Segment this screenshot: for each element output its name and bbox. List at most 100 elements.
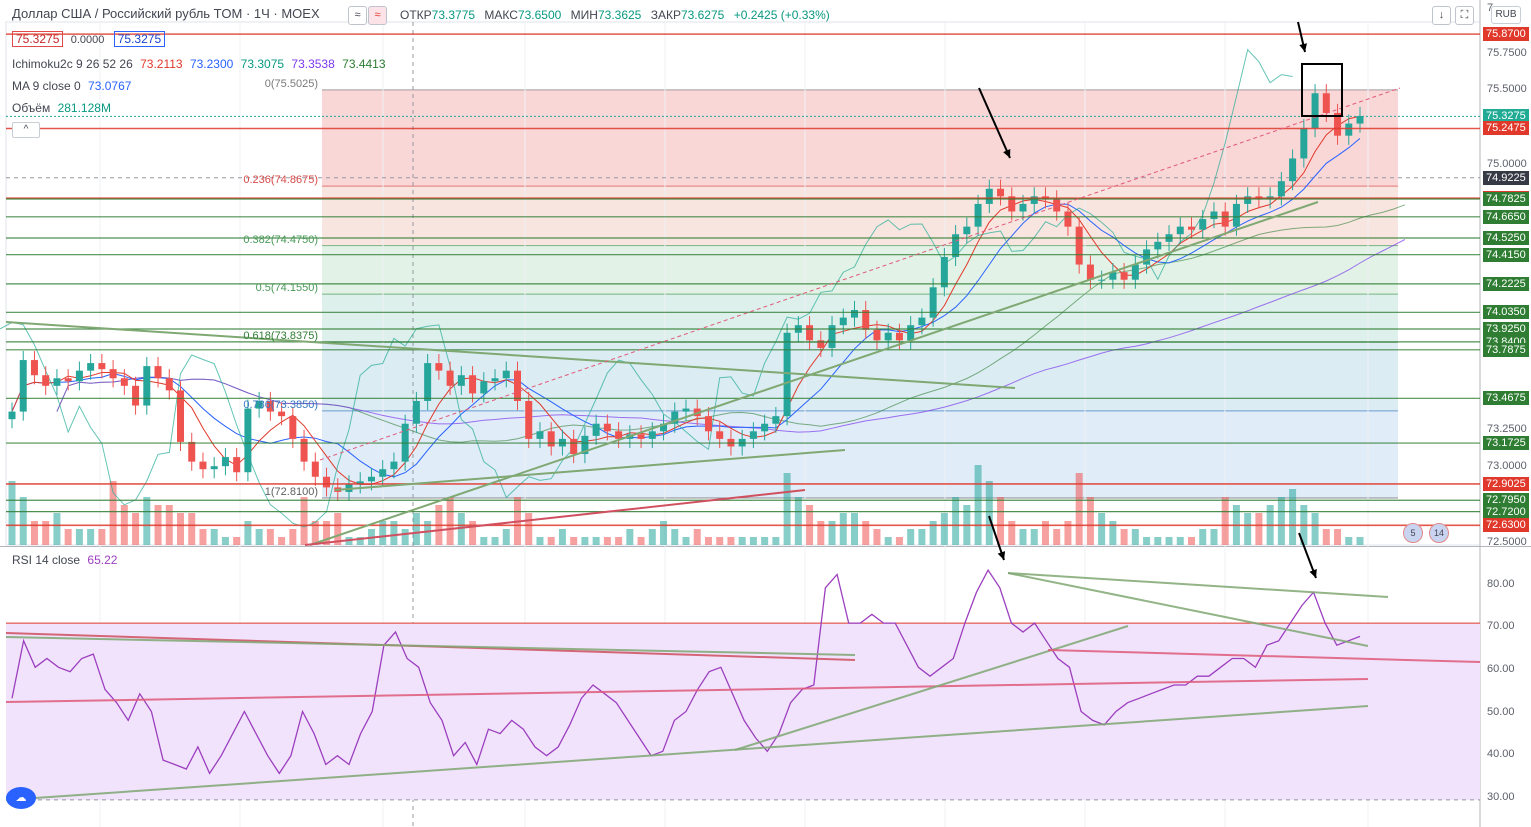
axis-tick-73250: 73.2500 xyxy=(1487,423,1527,435)
buy-button[interactable]: 75.3275 xyxy=(113,31,166,47)
compare-icon[interactable]: ≈ xyxy=(348,6,367,25)
candle-body xyxy=(997,188,1005,197)
candle-body xyxy=(907,325,915,341)
symbol-title[interactable]: Доллар США / Российский рубль TOM · 1Ч ·… xyxy=(12,6,320,21)
candle-body xyxy=(514,370,521,401)
download-icon[interactable]: ↓ xyxy=(1432,6,1451,25)
candle-body xyxy=(1176,226,1184,235)
candle-body xyxy=(469,375,477,394)
price-tag-14: 73.4675 xyxy=(1483,391,1529,405)
volume-bar xyxy=(671,529,679,545)
volume-bar xyxy=(424,521,432,545)
candle-body xyxy=(120,378,128,386)
price-tag-15: 73.1725 xyxy=(1483,436,1529,450)
candle-body xyxy=(929,287,937,318)
candle-body xyxy=(165,378,173,391)
trendline-2 xyxy=(334,449,846,491)
candle-body xyxy=(940,256,948,288)
volume-bar xyxy=(30,521,38,545)
volume-bar xyxy=(716,537,724,545)
price-tag-16: 72.9025 xyxy=(1483,477,1529,491)
rsi-name: RSI 14 close xyxy=(12,553,81,567)
ma-legend[interactable]: MA 9 close 0 73.0767 xyxy=(12,79,135,93)
fib-zone-2 xyxy=(322,245,1398,295)
volume-bar xyxy=(570,537,578,545)
rsi-tick-70: 70.00 xyxy=(1487,620,1515,632)
fullscreen-icon[interactable]: ⛶ xyxy=(1455,6,1474,25)
ichimoku-value-2: 73.2300 xyxy=(189,57,234,71)
candle-body xyxy=(1086,264,1094,280)
volume-bar xyxy=(233,537,241,545)
volume-bar xyxy=(255,529,263,545)
collapse-legend-icon[interactable]: ^ xyxy=(12,122,40,138)
volume-legend[interactable]: Объём 281.128M xyxy=(12,101,115,115)
event-badge-2[interactable]: 14 xyxy=(1429,523,1449,543)
rsi-trendline-2 xyxy=(5,705,1369,801)
axis-top-partial: 7 xyxy=(1487,2,1494,14)
open-value: 73.3775 xyxy=(431,8,476,22)
candle-body xyxy=(109,369,117,379)
volume-bar xyxy=(311,521,319,545)
volume-bar xyxy=(1188,537,1195,545)
volume-bar xyxy=(1131,529,1139,545)
price-tag-13: 73.7875 xyxy=(1483,343,1529,357)
close-value: 73.6275 xyxy=(680,8,725,22)
volume-bar xyxy=(1143,537,1151,545)
volume-bar xyxy=(693,529,701,545)
candle-body xyxy=(1109,272,1117,280)
candle-body xyxy=(749,431,757,439)
ma-line xyxy=(11,138,1361,478)
volume-bar xyxy=(1098,513,1106,545)
candle-body xyxy=(817,340,825,348)
volume-bar xyxy=(974,465,982,545)
axis-tick-75500: 75.5000 xyxy=(1487,83,1527,95)
volume-bar xyxy=(817,521,825,545)
volume-bar xyxy=(862,521,870,545)
sell-button[interactable]: 75.3275 xyxy=(12,31,64,47)
candle-body xyxy=(367,476,375,482)
trendline-3 xyxy=(304,489,806,546)
event-badge-1[interactable]: 5 xyxy=(1403,523,1423,543)
volume-bar xyxy=(1221,497,1229,545)
volume-bar xyxy=(1053,529,1061,545)
volume-bar xyxy=(1165,537,1173,545)
volume-bar xyxy=(783,473,791,545)
candle-body xyxy=(1221,211,1229,227)
volume-bar xyxy=(626,529,634,545)
candle-body xyxy=(761,423,769,432)
fib-label-3: 0.5(74.1550) xyxy=(255,282,318,295)
tradingview-logo-icon[interactable]: ☁ xyxy=(6,787,36,809)
indicator-toggle-icon[interactable]: ≈ xyxy=(368,6,387,25)
candle-body xyxy=(581,435,589,455)
ichimoku-legend[interactable]: Ichimoku2c 9 26 52 26 73.2113 73.2300 73… xyxy=(12,57,390,71)
candle-body xyxy=(985,188,993,204)
candle-body xyxy=(570,438,578,455)
candle-body xyxy=(1356,115,1364,124)
candle-body xyxy=(1210,211,1218,220)
volume-bar xyxy=(648,529,656,545)
volume-bar xyxy=(480,537,488,545)
volume-bar xyxy=(334,513,342,545)
candle-body xyxy=(266,400,274,412)
rsi-value: 65.22 xyxy=(87,553,118,567)
candle-body xyxy=(1345,123,1353,136)
candle-body xyxy=(603,423,611,432)
candle-body xyxy=(424,363,432,401)
candle-body xyxy=(457,375,465,386)
volume-bar xyxy=(109,481,117,545)
candle-body xyxy=(1143,249,1151,265)
candle-body xyxy=(1030,196,1038,204)
currency-badge[interactable]: RUB xyxy=(1491,6,1521,24)
candle-body xyxy=(637,434,645,439)
rsi-legend[interactable]: RSI 14 close 65.22 xyxy=(12,553,121,567)
volume-bar xyxy=(704,537,712,545)
annotation-arrow-4-head xyxy=(1309,569,1317,578)
price-tag-19: 72.6300 xyxy=(1483,518,1529,532)
volume-bar xyxy=(952,497,960,545)
price-tag-2: 75.2475 xyxy=(1483,121,1529,135)
fib-zone-5 xyxy=(322,410,1398,499)
volume-bar xyxy=(637,537,645,545)
candle-body xyxy=(42,375,50,386)
volume-bar xyxy=(401,529,409,545)
